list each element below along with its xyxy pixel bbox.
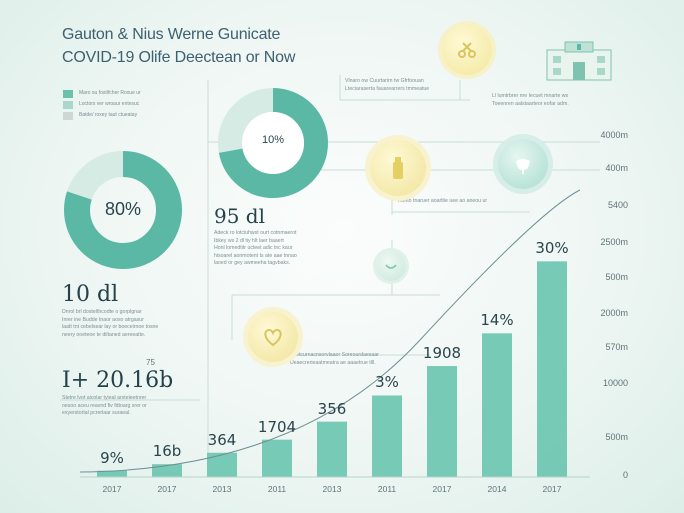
page-title-line2: COVID-19 Olife Deectean or Now — [62, 49, 296, 66]
bar — [537, 261, 567, 477]
scissors-icon — [442, 25, 492, 75]
page-title-line1: Gauton & Nius Werne Gunicate — [62, 26, 281, 43]
donut-chart-left: 80% — [63, 150, 183, 270]
note-1: Vlnaro ow Cuurtarirn tw Gfrfoouan Lteciar… — [345, 78, 430, 92]
stat-value: 10 dl — [62, 282, 119, 307]
stat-value: 95 dl — [214, 204, 266, 228]
trend-line — [79, 189, 581, 473]
y-axis-tick-label: 570m — [605, 342, 628, 352]
y-axis-tick-label: 5400 — [607, 200, 628, 210]
x-axis-tick-label: 2011 — [267, 484, 287, 494]
bar-value-label: 1704 — [257, 417, 297, 436]
x-axis-tick-label: 2017 — [542, 484, 562, 494]
stat-description: Stetre lvot aicolar tyieal arsteleetnrer… — [62, 395, 147, 417]
y-axis-tick-label: 10000 — [602, 378, 628, 388]
y-axis-tick-label: 500m — [605, 432, 628, 442]
donut-top-label: 10% — [261, 134, 285, 146]
bar-value-label: 30% — [535, 239, 569, 258]
x-axis-tick-label: 2011 — [377, 484, 397, 494]
bar-value-label: 356 — [317, 399, 347, 418]
x-axis-tick-label: 2017 — [432, 484, 452, 494]
bar — [207, 452, 237, 477]
legend-item: Loctors ver wroaur entesuc — [63, 99, 141, 110]
medal-icon — [376, 251, 406, 281]
bar — [262, 439, 292, 477]
heart-icon — [248, 312, 298, 362]
legend: Maro ou foxtifcher Roxue ur Loctors ver … — [63, 88, 141, 121]
stat-block-2: 10 dl Dnrol brl dostelthcodte o gorplgna… — [62, 282, 158, 339]
bar-value-label: 364 — [207, 430, 237, 449]
x-axis-tick-label: 2017 — [102, 484, 122, 494]
bar-value-label: 3% — [375, 373, 399, 392]
bar — [152, 464, 182, 477]
x-axis-tick-label: 2014 — [487, 484, 507, 494]
note-4: Ssetcurnacnsorvlaaor Soreourdaesaar Ueaec… — [290, 352, 379, 366]
y-axis-tick-label: 500m — [605, 272, 628, 282]
bar-value-label: 14% — [480, 311, 514, 330]
donut-left-label: 80% — [104, 199, 142, 219]
bar — [427, 366, 457, 477]
bar-value-label: 16b — [152, 442, 182, 461]
y-axis-tick-label: 2500m — [600, 237, 628, 247]
legend-swatch — [63, 111, 73, 120]
donut-arc — [64, 151, 182, 269]
donut-arc — [218, 88, 328, 198]
stat-description: Adeck ro lotciuhwst ourt cotnmaerot Ibkey… — [214, 230, 297, 267]
bottle-icon — [370, 140, 426, 196]
bar — [372, 395, 402, 477]
y-axis-tick-label: 0 — [622, 470, 628, 480]
stat-block-3: I+ 20.16b Stetre lvot aicolar tyieal ars… — [62, 368, 173, 418]
stat-value: I+ 20.16b — [62, 368, 174, 393]
y-axis-tick-label: 4000m — [600, 130, 628, 140]
x-axis-tick-label: 2017 — [157, 484, 177, 494]
x-axis-tick-label: 2013 — [322, 484, 342, 494]
legend-item: Batde/ roxey taut ctueatay — [63, 110, 141, 121]
legend-label: Loctors ver wroaur entesuc — [79, 101, 140, 107]
stat-block-1: 95 dl Adeck ro lotciuhwst ourt cotnmaero… — [214, 204, 297, 268]
note-2: Ll lumtrbrer nre Iecuet mnarte ws Toeenre… — [492, 93, 569, 107]
bar-value-label: 1908 — [422, 344, 462, 363]
bar-value-label: 9% — [100, 448, 124, 467]
donut-chart-top: 10% — [218, 88, 328, 198]
stat-description: Dnrol brl dostelthcodte o gorplgnar Inrer… — [62, 309, 159, 338]
bar — [482, 333, 512, 477]
legend-swatch — [63, 89, 73, 98]
stat-sup: 75 — [146, 358, 155, 367]
legend-label: Batde/ roxey taut ctueatay — [79, 112, 138, 118]
mask-icon — [498, 139, 548, 189]
x-axis-tick-label: 2013 — [212, 484, 232, 494]
y-axis-tick-label: 2000m — [600, 308, 628, 318]
bar — [317, 421, 347, 477]
y-axis-tick-label: 400m — [605, 163, 628, 173]
hospital-icon — [543, 38, 615, 82]
legend-item: Maro ou foxtifcher Roxue ur — [63, 88, 141, 99]
legend-swatch — [63, 100, 73, 109]
legend-label: Maro ou foxtifcher Roxue ur — [79, 90, 141, 96]
bar — [97, 470, 127, 477]
note-3: Aohto tnaruer aoarltie uee ao aneou ur — [398, 198, 488, 204]
